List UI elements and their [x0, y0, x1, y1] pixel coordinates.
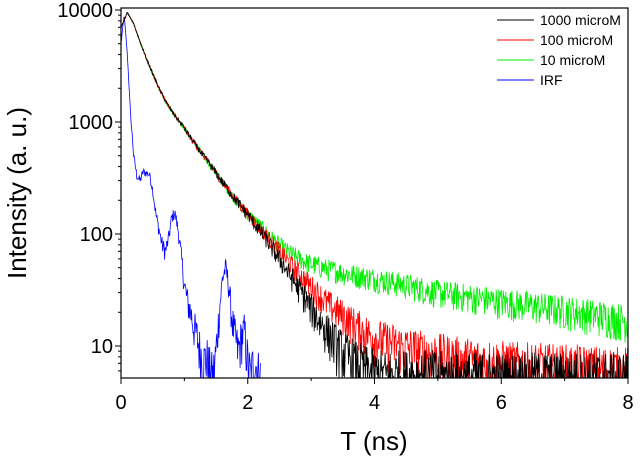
axes: 0 2 4 6 8 10 100 1000 10000 [57, 0, 633, 414]
x-tick-label: 6 [496, 392, 507, 414]
legend-label: 10 microM [540, 52, 605, 68]
y-tick-label: 10 [91, 336, 113, 358]
legend: 1000 microM 100 microM 10 microM IRF [497, 12, 621, 88]
y-tick-label: 1000 [69, 112, 114, 134]
x-tick-label: 8 [622, 392, 633, 414]
x-tick-label: 0 [115, 392, 126, 414]
x-tick-label: 4 [369, 392, 380, 414]
plot-area [121, 11, 628, 378]
series-line-1000-microm [121, 12, 628, 378]
legend-label: 100 microM [540, 32, 613, 48]
legend-label: 1000 microM [540, 12, 621, 28]
y-tick-label: 100 [80, 224, 113, 246]
series-line-irf [121, 16, 261, 378]
y-axis-label: Intensity (a. u.) [2, 107, 32, 279]
x-axis-label: T (ns) [340, 426, 407, 456]
y-tick-label: 10000 [57, 0, 113, 22]
x-tick-label: 2 [242, 392, 253, 414]
legend-label: IRF [540, 72, 563, 88]
